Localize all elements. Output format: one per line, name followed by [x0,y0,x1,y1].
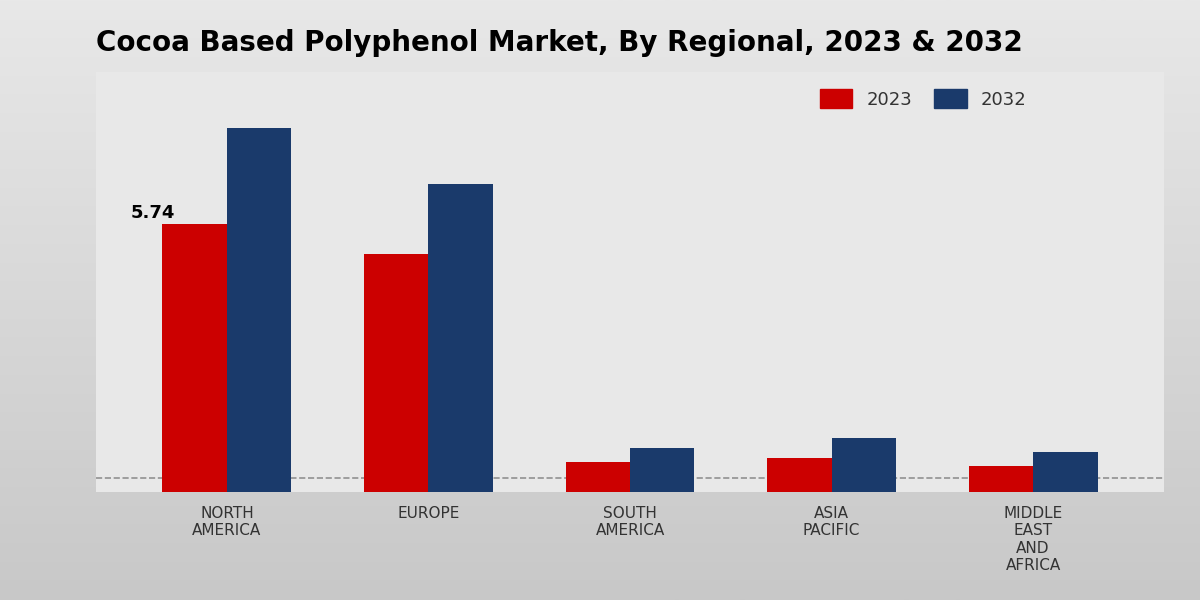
Bar [1033,452,1098,492]
Bar [767,458,832,492]
Bar [227,128,292,492]
Bar [364,254,428,492]
Legend: 2023, 2032: 2023, 2032 [820,89,1027,109]
Bar [565,461,630,492]
Text: Cocoa Based Polyphenol Market, By Regional, 2023 & 2032: Cocoa Based Polyphenol Market, By Region… [96,29,1022,57]
Bar [162,224,227,492]
Bar [428,184,493,492]
Bar [630,448,695,492]
Bar [968,466,1033,492]
Text: 5.74: 5.74 [131,204,175,222]
Bar [832,439,896,492]
